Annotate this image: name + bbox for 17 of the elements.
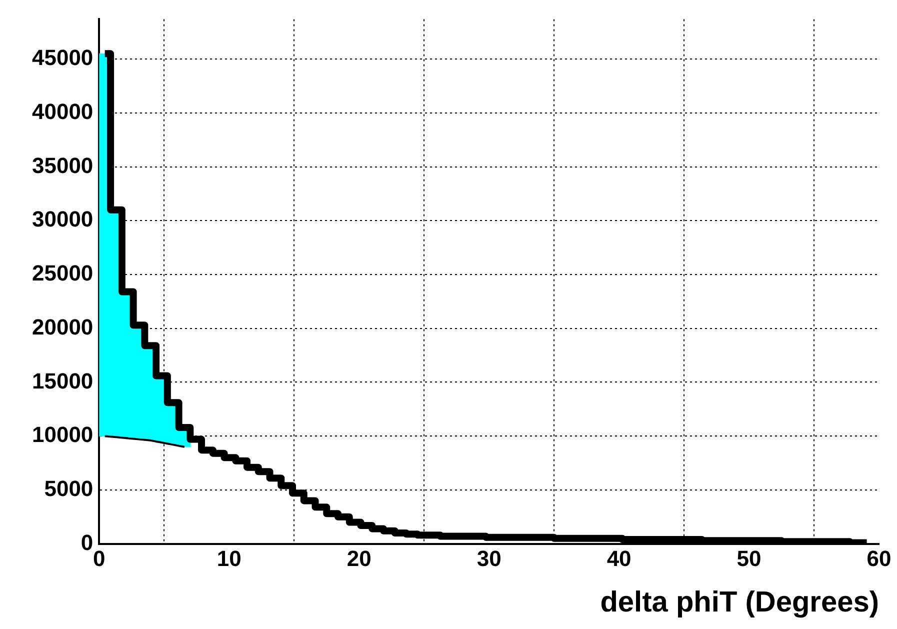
x-tick-label: 40 <box>606 546 632 572</box>
y-tick-label: 5000 <box>44 476 94 501</box>
y-tick-label: 20000 <box>32 314 94 340</box>
x-tick-label: 50 <box>736 546 762 572</box>
x-tick-label: 60 <box>866 546 892 572</box>
x-axis-title: delta phiT (Degrees) <box>600 586 879 619</box>
y-tick-label: 15000 <box>32 368 94 394</box>
x-tick-label: 30 <box>476 546 502 572</box>
x-tick-label: 10 <box>216 546 242 572</box>
x-tick-label: 20 <box>346 546 372 572</box>
y-tick-label: 0 <box>80 530 94 555</box>
y-tick-label: 45000 <box>32 45 94 70</box>
y-tick-label: 35000 <box>32 152 94 178</box>
y-tick-label: 10000 <box>32 422 94 448</box>
y-tick-label: 30000 <box>32 206 94 232</box>
y-tick-label: 40000 <box>32 98 94 124</box>
y-tick-label: 25000 <box>32 260 94 286</box>
